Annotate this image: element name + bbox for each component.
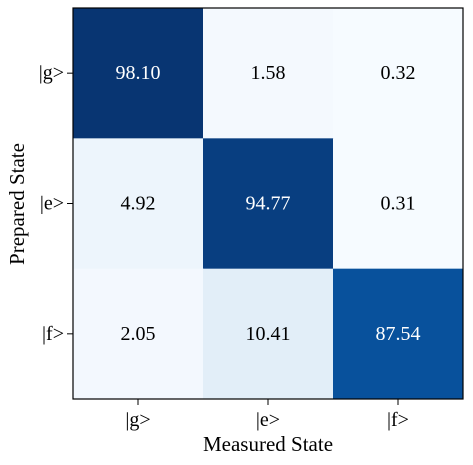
y-axis-title: Prepared State: [5, 143, 29, 265]
x-tick-label-1: |e>: [256, 409, 280, 431]
heatmap-cell-r2-c1: [203, 268, 334, 400]
heatmap-cell-r0-c0: [73, 8, 204, 139]
heatmap-cell-r2-c2: [333, 268, 464, 400]
heatmap-cell-r0-c1: [203, 8, 334, 139]
x-tick-label-0: |g>: [125, 409, 150, 431]
heatmap-cells: [73, 8, 464, 400]
cell-value-label-r1-c2: 0.31: [381, 193, 416, 215]
cell-value-label-r2-c0: 2.05: [121, 323, 156, 345]
heatmap-cell-labels: 98.10 1.58 0.32 4.92 94.77 0.31 2.05 10.41 87.54: [116, 62, 421, 345]
heatmap-cell-r2-c0: [73, 268, 204, 400]
cell-value-label-r0-c0: 98.10: [116, 62, 161, 84]
y-tick-label-0: |g>: [39, 62, 64, 84]
cell-value-label-r0-c1: 1.58: [251, 62, 286, 84]
cell-value-label-r2-c2: 87.54: [376, 323, 421, 345]
cell-value-label-r1-c0: 4.92: [121, 193, 156, 215]
heatmap-cell-r0-c2: [333, 8, 464, 139]
y-tick-label-1: |e>: [40, 193, 64, 215]
x-tick-label-2: |f>: [387, 409, 409, 431]
x-axis-ticks: |g> |e> |f>: [125, 399, 409, 431]
cell-value-label-r2-c1: 10.41: [246, 323, 291, 345]
y-axis-ticks: |g> |e> |f>: [39, 62, 73, 345]
x-axis-title: Measured State: [203, 432, 333, 456]
cell-value-label-r0-c2: 0.32: [381, 62, 416, 84]
heatmap-cell-r1-c1: [203, 138, 334, 270]
heatmap-cell-r1-c0: [73, 138, 204, 270]
cell-value-label-r1-c1: 94.77: [246, 193, 291, 215]
heatmap-cell-r1-c2: [333, 138, 464, 270]
y-tick-label-2: |f>: [42, 323, 64, 345]
